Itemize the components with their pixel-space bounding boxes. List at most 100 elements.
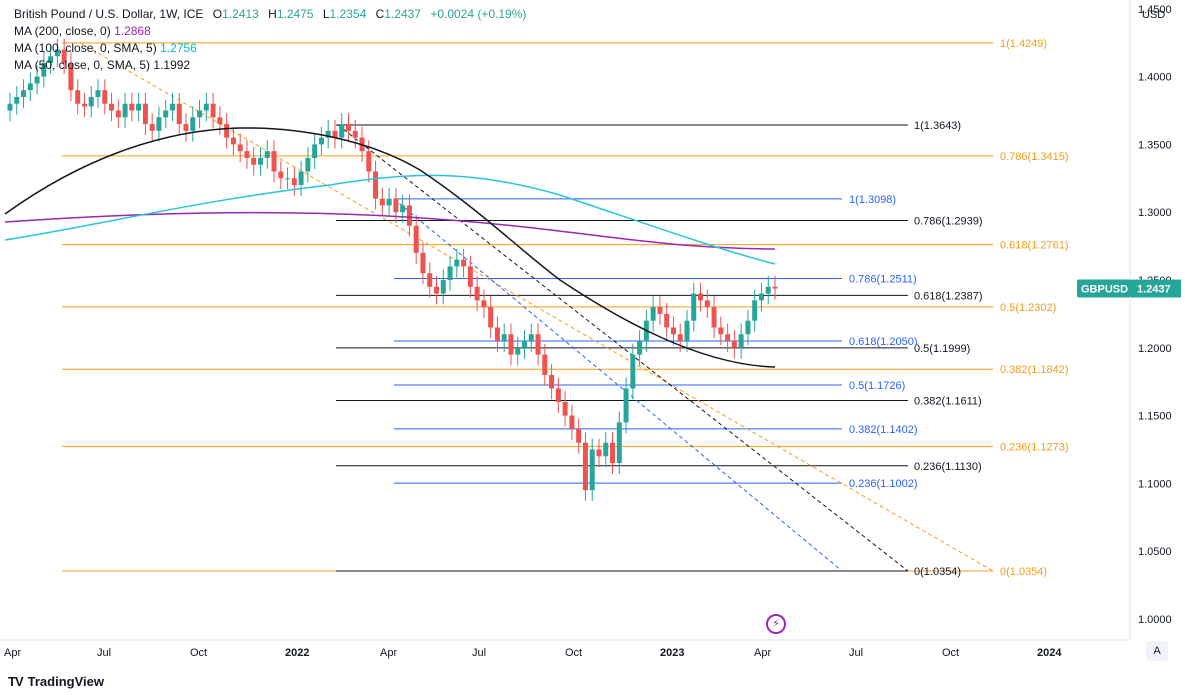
candle-body [704, 300, 710, 308]
candle-body [467, 266, 473, 287]
candle-body [772, 286, 778, 289]
x-tick-label: Jul [472, 647, 486, 659]
ma100-label: MA (100, close, 0, SMA, 5) [14, 41, 157, 55]
currency-label: USD [1142, 9, 1165, 21]
auto-scale-button[interactable]: A [1146, 641, 1168, 661]
ma100-value: 1.2756 [160, 41, 197, 55]
candle-body [711, 307, 717, 328]
candle-body [555, 388, 561, 403]
change-value: +0.0024 (+0.19%) [430, 7, 527, 21]
y-tick-label: 1.1500 [1138, 411, 1172, 423]
trend-black [337, 124, 909, 572]
candle-body [366, 151, 372, 172]
current-price-tag-bg [1131, 279, 1181, 298]
open-value: 1.2413 [222, 7, 259, 21]
ma200-value: 1.2868 [114, 24, 151, 38]
x-tick-label: Oct [190, 647, 207, 659]
candle-body [325, 130, 331, 138]
candle-body [528, 334, 534, 342]
candle-body [488, 307, 494, 328]
legend-ma200-row[interactable]: MA (200, close, 0) 1.2868 [14, 23, 526, 40]
fib-blue-label: 0.382(1.1402) [849, 424, 918, 436]
close-value: 1.2437 [384, 7, 421, 21]
x-tick-label: Oct [565, 647, 582, 659]
candle-body [68, 63, 74, 91]
fib-black-label: 1(1.3643) [914, 120, 961, 132]
candle-body [745, 320, 751, 335]
candle-body [169, 103, 175, 111]
candle-body [657, 307, 663, 314]
candle-body [406, 205, 412, 226]
y-tick-label: 1.4000 [1138, 72, 1172, 84]
candle-body [244, 151, 250, 158]
candle-body [576, 429, 582, 443]
candle-body [230, 137, 236, 145]
candle-body [589, 449, 595, 491]
x-tick-label: Apr [4, 647, 21, 659]
legend-ma100-row[interactable]: MA (100, close, 0, SMA, 5) 1.2756 [14, 40, 526, 57]
candle-body [136, 103, 142, 111]
fib-blue-label: 0.618(1.2050) [849, 336, 918, 348]
fib-blue-label: 0.236(1.1002) [849, 478, 918, 490]
fib-blue-label: 1(1.3098) [849, 194, 896, 206]
x-tick-label: 2022 [285, 647, 309, 659]
ma200-label: MA (200, close, 0) [14, 24, 111, 38]
candle-body [332, 130, 338, 138]
candle-body [54, 49, 60, 57]
symbol-price-tag-label: GBPUSD [1081, 284, 1128, 296]
candle-body [752, 300, 758, 321]
tradingview-branding[interactable]: TV TradingView [8, 674, 104, 689]
candle-body [14, 96, 20, 104]
candle-body [109, 103, 115, 111]
lightning-icon[interactable]: ⚡ [766, 614, 786, 634]
candle-body [210, 103, 216, 118]
candle-body [352, 130, 358, 138]
fib-black-label: 0.382(1.1611) [914, 396, 982, 408]
candle-body [237, 144, 243, 152]
candle-body [494, 327, 500, 342]
candle-body [670, 327, 676, 335]
candle-body [142, 103, 148, 125]
candle-body [637, 341, 643, 355]
candle-body [312, 144, 318, 158]
branding-text: TradingView [27, 674, 104, 689]
candle-body [562, 402, 568, 416]
candle-body [318, 137, 324, 145]
ma50-label: MA (50, close, 0, SMA, 5) [14, 58, 151, 72]
candle-body [731, 341, 737, 348]
candle-body [684, 320, 690, 342]
candle-body [291, 178, 297, 186]
fib-orange-label: 0.618(1.2761) [1000, 240, 1069, 252]
tradingview-logo-icon: TV [8, 674, 24, 689]
fib-orange-label: 0.382(1.1842) [1000, 364, 1069, 376]
trend-orange [79, 42, 994, 572]
candle-body [115, 110, 121, 118]
candle-body [190, 117, 196, 131]
candle-body [549, 374, 555, 389]
fib-black-label: 0(1.0354) [914, 566, 961, 578]
candle-body [515, 347, 521, 355]
candle-body [508, 334, 514, 355]
legend-ma50-row[interactable]: MA (50, close, 0, SMA, 5) 1.1992 [14, 57, 526, 74]
candle-body [440, 280, 446, 294]
y-tick-label: 1.3000 [1138, 207, 1172, 219]
candle-body [156, 117, 162, 131]
candle-body [522, 341, 528, 348]
chart-legend: British Pound / U.S. Dollar, 1W, ICE O1.… [14, 6, 526, 74]
candle-body [41, 63, 47, 77]
low-value: 1.2354 [329, 7, 367, 21]
x-tick-label: Oct [942, 647, 959, 659]
fib-orange-label: 1(1.4249) [1000, 38, 1047, 50]
candle-body [542, 354, 548, 375]
low-label: L [322, 7, 330, 21]
candle-body [61, 49, 67, 64]
candle-body [345, 124, 351, 131]
candle-body [454, 259, 460, 267]
y-tick-label: 1.1000 [1138, 478, 1172, 490]
current-price-value: 1.2437 [1137, 284, 1171, 296]
x-tick-label: Apr [380, 647, 397, 659]
candle-body [379, 198, 385, 206]
legend-symbol-row: British Pound / U.S. Dollar, 1W, ICE O1.… [14, 6, 526, 23]
candle-body [461, 259, 467, 267]
